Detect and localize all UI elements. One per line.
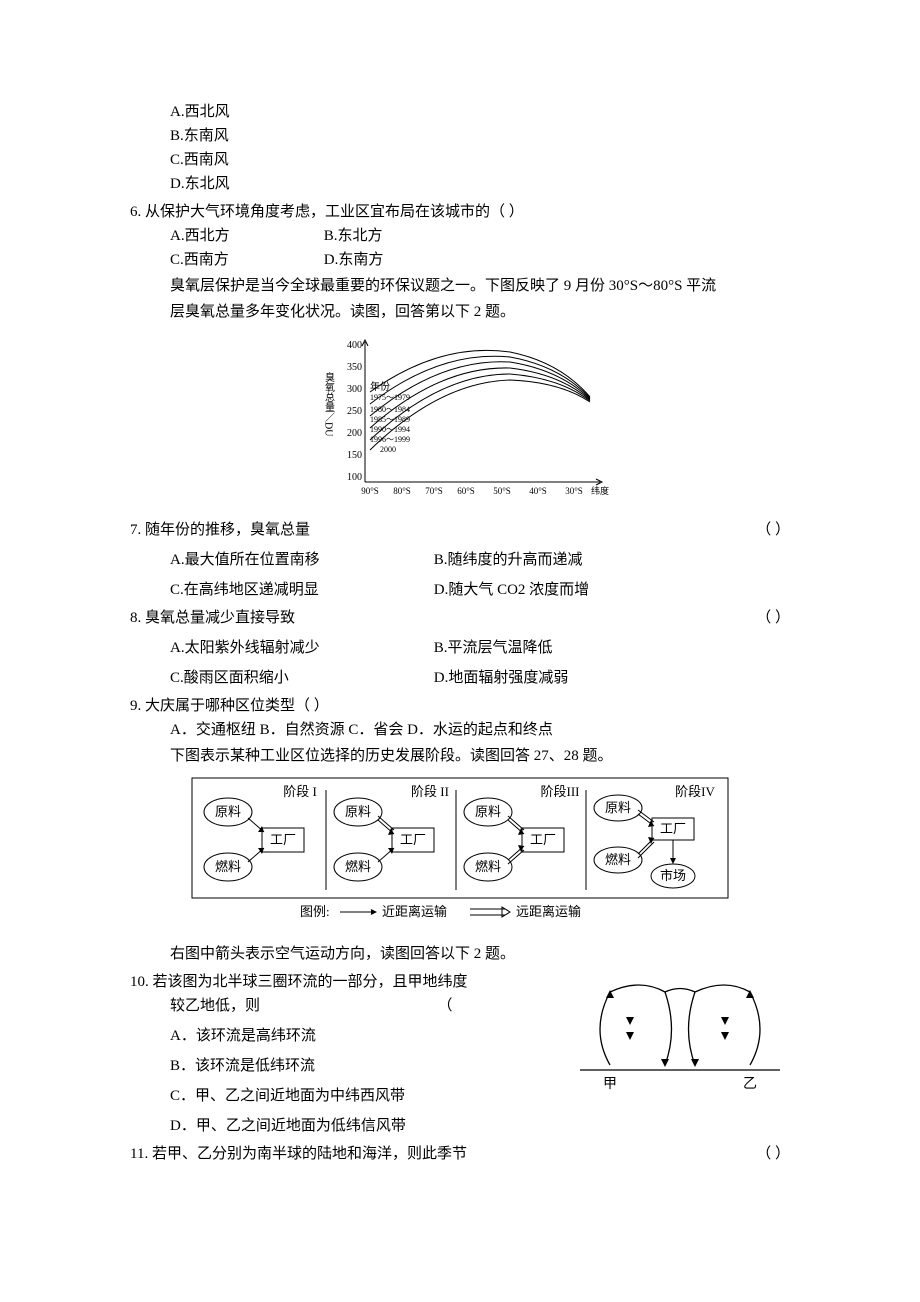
q10-option-d: D．甲、乙之间近地面为低纬信风带 xyxy=(130,1114,790,1138)
q6-stem: 6. 从保护大气环境角度考虑，工业区宜布局在该城市的（ ） xyxy=(130,200,790,224)
q6-intro-line1: 臭氧层保护是当今全球最重要的环保议题之一。下图反映了 9 月份 30°S～80°… xyxy=(130,274,790,298)
svg-text:工厂: 工厂 xyxy=(270,832,296,847)
q7-stem: 7. 随年份的推移，臭氧总量 xyxy=(130,522,310,538)
svg-text:300: 300 xyxy=(347,384,362,395)
svg-text:40°S: 40°S xyxy=(529,486,547,496)
svg-text:60°S: 60°S xyxy=(457,486,475,496)
q11-stem: 11. 若甲、乙分别为南半球的陆地和海洋，则此季节 xyxy=(130,1146,467,1162)
svg-text:乙: 乙 xyxy=(743,1076,757,1092)
q8-option-d: D.地面辐射强度减弱 xyxy=(434,666,569,690)
svg-text:30°S: 30°S xyxy=(565,486,583,496)
q8-option-a: A.太阳紫外线辐射减少 xyxy=(170,636,430,660)
svg-text:近距离运输: 近距离运输 xyxy=(382,904,447,919)
q6-option-d: D.东南方 xyxy=(324,252,384,268)
q6: 6. 从保护大气环境角度考虑，工业区宜布局在该城市的（ ） A.西北方 B.东北… xyxy=(130,200,790,324)
q5-option-d: D.东北风 xyxy=(130,172,790,196)
q7-paren: （ ） xyxy=(784,518,790,542)
svg-text:阶段 II: 阶段 II xyxy=(411,784,449,799)
svg-text:纬度: 纬度 xyxy=(591,485,609,496)
svg-text:100: 100 xyxy=(347,472,362,483)
svg-text:原料: 原料 xyxy=(605,800,631,815)
q7: 7. 随年份的推移，臭氧总量 （ ） A.最大值所在位置南移 B.随纬度的升高而递… xyxy=(130,518,790,602)
svg-text:年份: 年份 xyxy=(370,380,390,393)
q6-option-a: A.西北方 xyxy=(170,224,320,248)
svg-text:远距离运输: 远距离运输 xyxy=(516,904,581,919)
svg-text:350: 350 xyxy=(347,362,362,373)
svg-text:阶段IV: 阶段IV xyxy=(675,784,715,799)
q6-option-c: C.西南方 xyxy=(170,248,320,272)
q11-paren: （ ） xyxy=(784,1142,790,1166)
q5-option-b: B.东南风 xyxy=(130,124,790,148)
svg-text:70°S: 70°S xyxy=(425,486,443,496)
q8-stem: 8. 臭氧总量减少直接导致 xyxy=(130,610,295,626)
q8: 8. 臭氧总量减少直接导致 （ ） A.太阳紫外线辐射减少 B.平流层气温降低 C… xyxy=(130,606,790,690)
svg-text:阶段 I: 阶段 I xyxy=(283,784,317,799)
svg-text:1996～1999: 1996～1999 xyxy=(370,435,410,444)
svg-text:燃料: 燃料 xyxy=(475,859,501,874)
q11: 11. 若甲、乙分别为南半球的陆地和海洋，则此季节 （ ） xyxy=(130,1142,790,1166)
svg-text:阶段III: 阶段III xyxy=(541,784,580,799)
svg-text:图例:: 图例: xyxy=(300,904,330,919)
q7-option-b: B.随纬度的升高而递减 xyxy=(434,548,583,572)
q6-option-b: B.东北方 xyxy=(324,228,383,244)
q9-intro: 下图表示某种工业区位选择的历史发展阶段。读图回答 27、28 题。 xyxy=(130,744,790,768)
q7-option-a: A.最大值所在位置南移 xyxy=(170,548,430,572)
q5-option-a: A.西北风 xyxy=(130,100,790,124)
svg-text:250: 250 xyxy=(347,406,362,417)
svg-text:50°S: 50°S xyxy=(493,486,511,496)
svg-text:市场: 市场 xyxy=(660,868,686,883)
ozone-chart: 臭氧总量／DU 400 350 300 250 200 150 100 年份 1… xyxy=(130,332,790,510)
svg-text:原料: 原料 xyxy=(215,804,241,819)
svg-text:原料: 原料 xyxy=(345,804,371,819)
svg-text:工厂: 工厂 xyxy=(660,821,686,836)
svg-text:工厂: 工厂 xyxy=(400,832,426,847)
q7-option-d: D.随大气 CO2 浓度而增 xyxy=(434,578,589,602)
svg-text:2000: 2000 xyxy=(380,445,396,454)
y-axis-label: 臭氧总量／DU xyxy=(323,371,335,437)
svg-text:甲: 甲 xyxy=(603,1077,617,1092)
q7-option-c: C.在高纬地区递减明显 xyxy=(170,578,430,602)
svg-text:80°S: 80°S xyxy=(393,486,411,496)
q10-line2: 较乙地低，则 xyxy=(170,998,260,1014)
svg-text:燃料: 燃料 xyxy=(215,859,241,874)
q8-paren: （ ） xyxy=(784,606,790,630)
svg-text:400: 400 xyxy=(347,340,362,351)
svg-text:90°S: 90°S xyxy=(361,486,379,496)
q9-options: A．交通枢纽 B．自然资源 C．省会 D．水运的起点和终点 xyxy=(130,718,790,742)
svg-text:工厂: 工厂 xyxy=(530,832,556,847)
q9: 9. 大庆属于哪种区位类型（ ） A．交通枢纽 B．自然资源 C．省会 D．水运… xyxy=(130,694,790,768)
svg-text:燃料: 燃料 xyxy=(345,859,371,874)
q10: 甲 乙 10. 若该图为北半球三圈环流的一部分，且甲地纬度 较乙地低，则 （ A… xyxy=(130,970,790,1138)
industry-stage-diagram: 阶段 I 原料 燃料 工厂 阶段 II 原料 燃料 工厂 阶段III xyxy=(130,776,790,934)
q8-option-c: C.酸雨区面积缩小 xyxy=(170,666,430,690)
q8-option-b: B.平流层气温降低 xyxy=(434,636,553,660)
q9-stem: 9. 大庆属于哪种区位类型（ ） xyxy=(130,694,790,718)
svg-text:200: 200 xyxy=(347,428,362,439)
svg-text:原料: 原料 xyxy=(475,804,501,819)
svg-text:1980～1984: 1980～1984 xyxy=(370,405,410,414)
q5-option-c: C.西南风 xyxy=(130,148,790,172)
intro-before-q10: 右图中箭头表示空气运动方向，读图回答以下 2 题。 xyxy=(130,942,790,966)
svg-text:燃料: 燃料 xyxy=(605,852,631,867)
q6-intro-line2: 层臭氧总量多年变化状况。读图，回答第以下 2 题。 xyxy=(130,300,790,324)
circulation-diagram: 甲 乙 xyxy=(570,970,790,1108)
q10-paren: （ xyxy=(438,998,453,1014)
svg-text:1990～1994: 1990～1994 xyxy=(370,425,410,434)
svg-text:150: 150 xyxy=(347,450,362,461)
